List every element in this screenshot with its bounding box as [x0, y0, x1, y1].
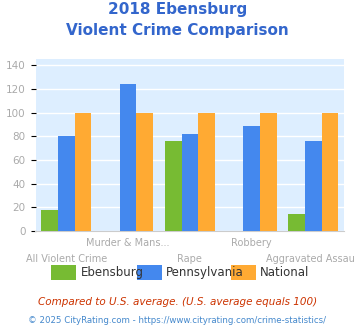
Text: Robbery: Robbery	[231, 238, 272, 248]
Bar	[136, 113, 153, 231]
Bar	[289, 214, 305, 231]
Text: 2018 Ebensburg: 2018 Ebensburg	[108, 2, 247, 16]
Text: All Violent Crime: All Violent Crime	[26, 254, 107, 264]
Bar	[322, 113, 338, 231]
Text: Violent Crime Comparison: Violent Crime Comparison	[66, 23, 289, 38]
Bar	[42, 210, 58, 231]
Bar	[182, 134, 198, 231]
Text: © 2025 CityRating.com - https://www.cityrating.com/crime-statistics/: © 2025 CityRating.com - https://www.city…	[28, 316, 327, 325]
Text: Compared to U.S. average. (U.S. average equals 100): Compared to U.S. average. (U.S. average …	[38, 297, 317, 307]
Bar	[120, 84, 136, 231]
Bar	[75, 113, 91, 231]
Bar	[198, 113, 215, 231]
Text: Pennsylvania: Pennsylvania	[166, 266, 244, 279]
Text: Ebensburg: Ebensburg	[81, 266, 143, 279]
Text: Rape: Rape	[178, 254, 202, 264]
Bar	[58, 136, 75, 231]
Text: Murder & Mans...: Murder & Mans...	[86, 238, 170, 248]
Bar	[165, 141, 182, 231]
Text: Aggravated Assault: Aggravated Assault	[266, 254, 355, 264]
Text: National: National	[260, 266, 309, 279]
Bar	[260, 113, 277, 231]
Bar	[305, 141, 322, 231]
Bar	[244, 126, 260, 231]
